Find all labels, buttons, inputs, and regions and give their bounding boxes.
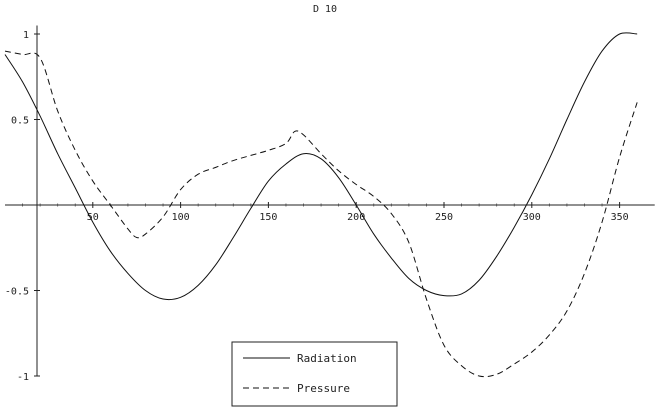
legend-pressure-label: Pressure (297, 382, 350, 395)
x-tick-label: 250 (435, 212, 453, 223)
y-tick-label: -0.5 (5, 287, 29, 298)
axes: 50 100 150 200 250 300 350 -1 -0.5 0.5 1 (5, 25, 655, 383)
series-layer (4, 32, 638, 378)
x-tick-label: 150 (259, 212, 277, 223)
y-tick-label: -1 (17, 372, 29, 383)
x-tick-label: 100 (172, 212, 190, 223)
x-tick-label: 300 (523, 212, 541, 223)
series-line-pressure (4, 50, 638, 378)
y-tick-label: 0.5 (11, 116, 29, 127)
x-tick-label: 50 (87, 212, 99, 223)
series-line-radiation (4, 32, 638, 301)
legend-box (231, 341, 398, 407)
legend: Radiation Pressure (231, 341, 398, 407)
chart-title: D 10 (313, 4, 337, 15)
x-tick-label: 350 (611, 212, 629, 223)
legend-radiation-label: Radiation (297, 352, 357, 365)
x-tick-label: 200 (347, 212, 365, 223)
y-tick-label: 1 (23, 30, 29, 41)
